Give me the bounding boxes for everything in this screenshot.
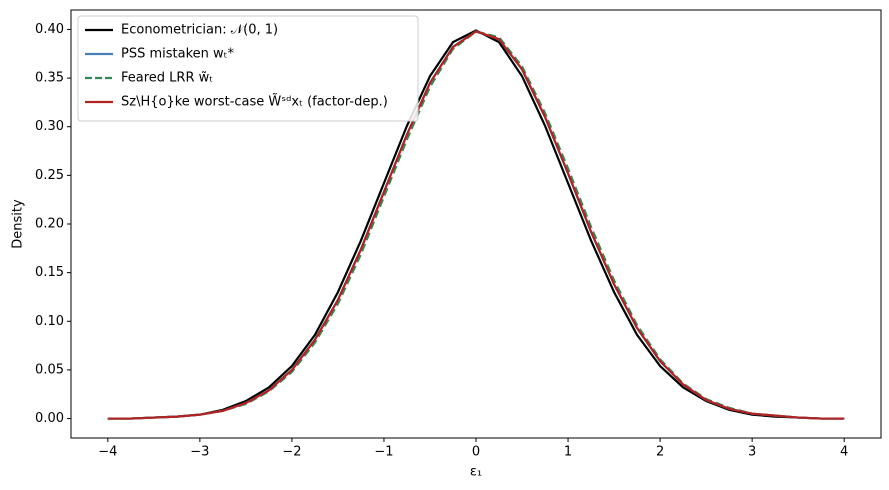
x-tick-label: 4 (840, 445, 848, 460)
y-tick-label: 0.25 (35, 168, 64, 183)
x-axis-label: ε₁ (470, 465, 482, 480)
y-tick-label: 0.40 (35, 22, 64, 37)
x-tick-label: 1 (564, 445, 572, 460)
plot-frame (70, 9, 882, 439)
legend-label: Econometrician: 𝒩(0, 1) (121, 23, 278, 38)
y-tick-label: 0.05 (35, 362, 64, 377)
x-tick-label: 3 (748, 445, 756, 460)
y-tick-label: 0.30 (35, 119, 64, 134)
x-tick-label: 0 (472, 445, 480, 460)
x-tick-label: 2 (656, 445, 664, 460)
y-tick-label: 0.10 (35, 314, 64, 329)
legend-label: Sz\H{o}ke worst-case W̃ˢᵈxₜ (factor-dep.… (121, 94, 388, 109)
legend-label: PSS mistaken wₜ* (121, 47, 234, 62)
y-tick-label: 0.35 (35, 71, 64, 86)
y-tick-label: 0.00 (35, 411, 64, 426)
legend-box (77, 15, 419, 122)
x-tick-label: −4 (98, 445, 117, 460)
y-tick-label: 0.15 (35, 265, 64, 280)
x-tick-label: −1 (374, 445, 393, 460)
series-line (107, 30, 845, 420)
legend-label: Feared LRR w̃ₜ (121, 71, 213, 86)
y-tick-label: 0.20 (35, 217, 64, 232)
y-axis-label: Density (11, 199, 26, 249)
x-tick-label: −2 (282, 445, 301, 460)
x-tick-label: −3 (190, 445, 209, 460)
